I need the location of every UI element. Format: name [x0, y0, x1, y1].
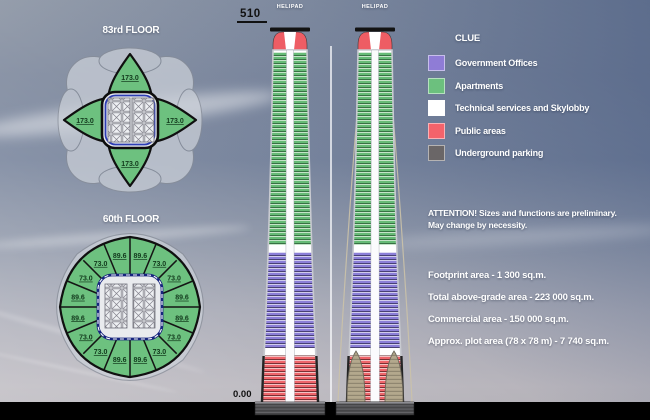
base-elevation-label: 0.00	[233, 389, 252, 400]
area-label: 73.0	[79, 334, 93, 341]
legend-swatch	[428, 123, 445, 139]
area-label: 89.6	[175, 315, 189, 322]
area-label: 89.6	[113, 253, 127, 260]
area-label: 173.0	[76, 118, 94, 125]
tower-render-right	[335, 28, 415, 416]
plan-83-elevator-bank	[107, 97, 131, 143]
area-label: 89.6	[133, 253, 147, 260]
panel-divider	[330, 46, 332, 402]
area-label: 73.0	[167, 334, 181, 341]
area-label: 73.0	[153, 349, 167, 356]
tower-elevations	[238, 0, 415, 420]
podium-pod	[384, 350, 404, 403]
helipad-label-left: HELIPAD	[276, 4, 304, 10]
area-label: 173.0	[121, 75, 139, 82]
legend-label: Apartments	[455, 81, 504, 91]
area-label: 89.6	[113, 357, 127, 364]
area-label: 89.6	[71, 295, 85, 302]
area-label: 173.0	[121, 161, 139, 168]
legend-label: Public areas	[455, 126, 506, 136]
area-label: 73.0	[79, 276, 93, 283]
legend-swatch	[428, 78, 445, 94]
area-label: 73.0	[153, 261, 167, 268]
area-stats: Footprint area - 1 300 sq.m. Total above…	[428, 270, 648, 358]
plan-60-title: 60th FLOOR	[102, 214, 160, 225]
stat-plot-area: Approx. plot area (78 x 78 m) - 7 740 sq…	[428, 336, 609, 347]
plan-60-elevator-bank	[132, 283, 156, 329]
legend-label: Underground parking	[455, 148, 544, 158]
top-elevation-label: 510	[240, 8, 261, 20]
floor-plan-83: 173.0 173.0 173.0 173.0	[57, 47, 203, 193]
area-label: 89.6	[175, 295, 189, 302]
area-label: 89.6	[71, 315, 85, 322]
podium-pod	[346, 350, 366, 403]
stat-footprint-area: Footprint area - 1 300 sq.m.	[428, 270, 546, 281]
legend-swatch	[428, 100, 445, 116]
plan-83-elevator-bank	[131, 97, 155, 143]
tower-diagram-left	[255, 28, 325, 416]
legend-label: Technical services and Skylobby	[455, 103, 590, 113]
attention-note: ATTENTION! Sizes and functions are preli…	[428, 208, 638, 231]
legend-swatch	[428, 145, 445, 161]
area-label: 89.6	[133, 357, 147, 364]
legend-title: CLUE	[455, 33, 481, 44]
area-label: 173.0	[166, 118, 184, 125]
plan-83-title: 83rd FLOOR	[102, 25, 160, 36]
floor-plan-60: 89.6 89.6 73.0 73.0 89.6 89.6 73.0 73.0 …	[56, 233, 204, 381]
attention-line-1: ATTENTION! Sizes and functions are preli…	[428, 208, 617, 218]
legend-label: Government Offices	[455, 58, 538, 68]
attention-line-2: May change by necessity.	[428, 219, 527, 230]
stat-above-grade-area: Total above-grade area - 223 000 sq.m.	[428, 292, 594, 303]
area-label: 73.0	[94, 261, 108, 268]
stat-commercial-area: Commercial area - 150 000 sq.m.	[428, 314, 569, 325]
area-label: 73.0	[167, 276, 181, 283]
elevation-mark-line	[237, 21, 267, 24]
plan-60-elevator-bank	[104, 283, 128, 329]
legend-swatch	[428, 55, 445, 71]
helipad-label-right: HELIPAD	[361, 4, 389, 10]
plan-83-core-inner-border	[104, 94, 156, 146]
area-label: 73.0	[94, 349, 108, 356]
plan-60-core-dashes	[97, 274, 163, 340]
